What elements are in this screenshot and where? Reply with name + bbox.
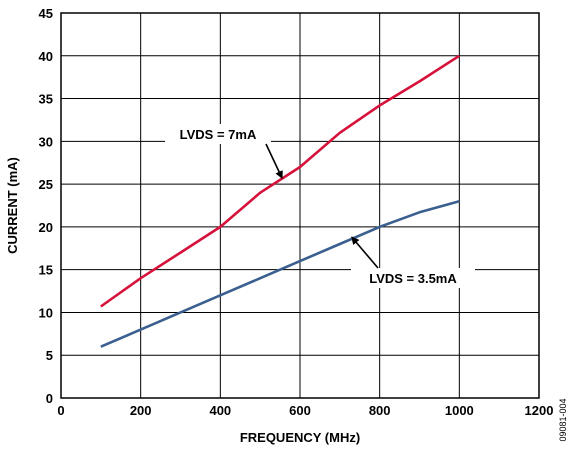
- x-tick-label: 400: [209, 403, 231, 418]
- series-lines: [100, 54, 461, 348]
- grid-lines: [61, 13, 539, 398]
- figure-id: 09081-004: [558, 398, 568, 441]
- y-tick-label: 30: [39, 134, 53, 149]
- x-tick-label: 600: [289, 403, 311, 418]
- annotation-arrow: [351, 236, 379, 269]
- x-tick-label: 0: [57, 403, 64, 418]
- annotations: LVDS = 7mA LVDS = 3.5mA: [165, 124, 475, 288]
- annotation-label: LVDS = 3.5mA: [369, 271, 457, 286]
- annotation-label: LVDS = 7mA: [180, 127, 257, 142]
- x-tick-labels: 0 200 400 600 800 1000 1200: [57, 403, 553, 418]
- y-tick-label: 45: [39, 6, 53, 21]
- y-tick-labels: 0 5 10 15 20 25 30 35 40 45: [39, 6, 53, 406]
- y-tick-label: 20: [39, 220, 53, 235]
- y-tick-label: 40: [39, 49, 53, 64]
- y-tick-label: 25: [39, 177, 53, 192]
- x-tick-label: 800: [369, 403, 391, 418]
- y-tick-label: 15: [39, 263, 53, 278]
- series-line-2: [100, 199, 460, 348]
- x-tick-label: 1200: [525, 403, 554, 418]
- y-tick-label: 10: [39, 305, 53, 320]
- x-tick-label: 200: [130, 403, 152, 418]
- plot-frame: [60, 12, 540, 399]
- annotation-arrow: [265, 143, 283, 180]
- x-tick-label: 1000: [445, 403, 474, 418]
- y-axis-title: CURRENT (mA): [5, 157, 20, 254]
- series-line-1: [100, 54, 461, 308]
- y-tick-label: 5: [46, 348, 53, 363]
- y-tick-label: 0: [46, 391, 53, 406]
- annotation-box: [351, 268, 475, 288]
- annotation-box: [165, 124, 271, 144]
- y-tick-label: 35: [39, 92, 53, 107]
- x-axis-title: FREQUENCY (MHz): [240, 430, 360, 445]
